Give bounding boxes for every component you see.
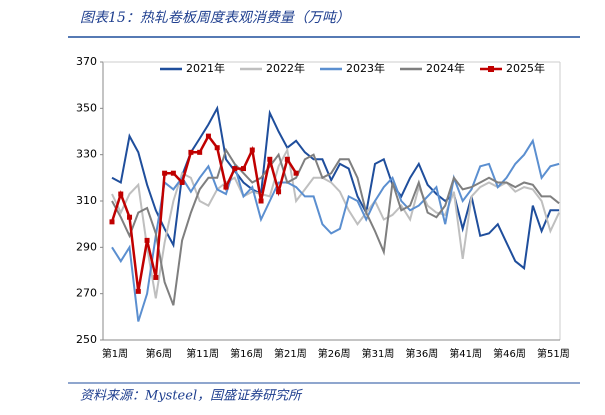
x-tick-label: 第41周 xyxy=(449,347,482,360)
x-tick-label: 第46周 xyxy=(493,347,526,360)
marker xyxy=(162,170,168,176)
y-tick-label: 370 xyxy=(76,55,97,68)
y-tick-label: 330 xyxy=(76,148,97,161)
x-tick-label: 第6周 xyxy=(146,347,172,360)
marker xyxy=(135,288,141,294)
marker xyxy=(241,166,247,172)
marker xyxy=(144,237,150,243)
marker xyxy=(153,274,159,280)
marker xyxy=(276,189,282,195)
series-line xyxy=(111,146,561,299)
legend-label: 2024年 xyxy=(426,61,465,75)
marker xyxy=(249,147,255,153)
series-line xyxy=(110,133,298,292)
marker xyxy=(205,133,211,139)
marker xyxy=(258,198,264,204)
marker xyxy=(214,145,220,151)
y-tick-label: 290 xyxy=(76,240,97,253)
marker xyxy=(293,170,299,176)
marker xyxy=(267,156,273,162)
y-tick-label: 310 xyxy=(76,194,97,207)
legend-marker xyxy=(488,66,494,72)
marker xyxy=(179,179,185,185)
x-tick-label: 第1周 xyxy=(102,347,128,360)
x-tick-label: 第51周 xyxy=(537,347,570,360)
y-tick-label: 270 xyxy=(76,287,97,300)
series-line xyxy=(111,138,560,322)
x-tick-label: 第26周 xyxy=(318,347,351,360)
legend-label: 2025年 xyxy=(506,61,545,75)
series-line xyxy=(111,147,560,306)
marker xyxy=(232,166,238,172)
legend-label: 2023年 xyxy=(346,61,385,75)
source: 资料来源：Mysteel，国盛证券研究所 xyxy=(80,388,303,404)
y-tick-label: 350 xyxy=(76,101,97,114)
marker xyxy=(118,191,124,197)
chart-title: 图表15：热轧卷板周度表观消费量（万吨） xyxy=(80,10,350,26)
marker xyxy=(170,170,176,176)
y-tick-label: 250 xyxy=(76,333,97,346)
marker xyxy=(127,214,133,220)
legend-label: 2022年 xyxy=(266,61,305,75)
marker xyxy=(284,156,290,162)
x-tick-label: 第31周 xyxy=(362,347,395,360)
x-tick-label: 第36周 xyxy=(405,347,438,360)
x-tick-label: 第21周 xyxy=(274,347,307,360)
x-tick-label: 第11周 xyxy=(186,347,219,360)
legend-label: 2021年 xyxy=(186,61,225,75)
marker xyxy=(109,219,115,225)
x-tick-label: 第16周 xyxy=(230,347,263,360)
marker xyxy=(197,149,203,155)
marker xyxy=(223,184,229,190)
marker xyxy=(188,149,194,155)
